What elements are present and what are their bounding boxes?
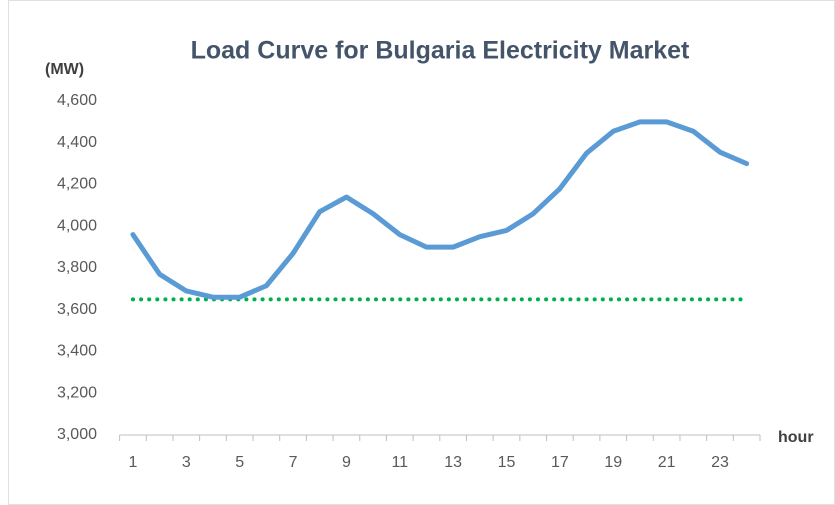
y-tick-label: 3,600 [57, 301, 97, 318]
y-tick-label: 3,800 [57, 259, 97, 276]
chart-border [8, 0, 835, 505]
x-tick-label: 11 [391, 454, 408, 471]
y-axis-label: (MW) [45, 61, 84, 78]
x-tick-label: 15 [498, 454, 516, 471]
y-tick-label: 3,000 [57, 426, 97, 443]
x-tick-label: 21 [658, 454, 676, 471]
x-tick-label: 9 [342, 454, 351, 471]
y-tick-label: 4,400 [57, 134, 97, 151]
chart-title: Load Curve for Bulgaria Electricity Mark… [191, 37, 690, 65]
x-tick-label: 1 [128, 454, 137, 471]
x-tick-label: 19 [604, 454, 622, 471]
x-tick-label: 23 [711, 454, 729, 471]
x-tick-label: 17 [551, 454, 569, 471]
y-tick-label: 4,000 [57, 217, 97, 234]
y-tick-label: 3,200 [57, 384, 97, 401]
x-axis-label: hour [778, 429, 814, 446]
y-tick-label: 3,400 [57, 343, 97, 360]
x-tick-label: 5 [235, 454, 244, 471]
x-tick-label: 7 [289, 454, 298, 471]
y-tick-label: 4,600 [57, 92, 97, 109]
y-tick-label: 4,200 [57, 176, 97, 193]
x-tick-label: 3 [182, 454, 191, 471]
series-line [130, 119, 750, 300]
x-tick-label: 13 [444, 454, 462, 471]
